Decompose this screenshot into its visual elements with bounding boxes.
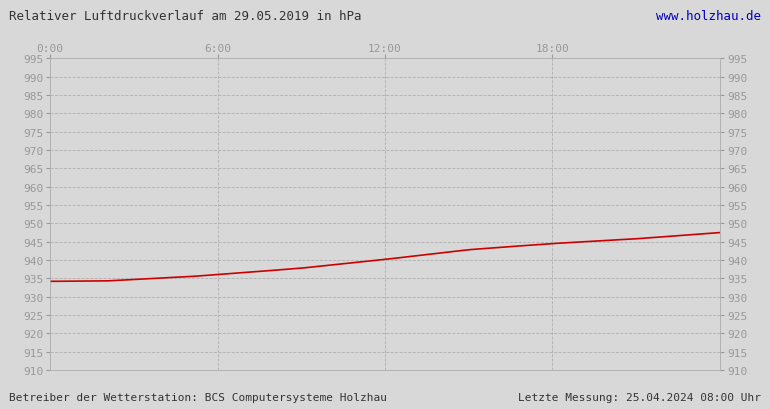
Text: Letzte Messung: 25.04.2024 08:00 Uhr: Letzte Messung: 25.04.2024 08:00 Uhr — [517, 392, 761, 402]
Text: Betreiber der Wetterstation: BCS Computersysteme Holzhau: Betreiber der Wetterstation: BCS Compute… — [9, 392, 387, 402]
Text: www.holzhau.de: www.holzhau.de — [656, 10, 761, 23]
Text: Relativer Luftdruckverlauf am 29.05.2019 in hPa: Relativer Luftdruckverlauf am 29.05.2019… — [9, 10, 362, 23]
